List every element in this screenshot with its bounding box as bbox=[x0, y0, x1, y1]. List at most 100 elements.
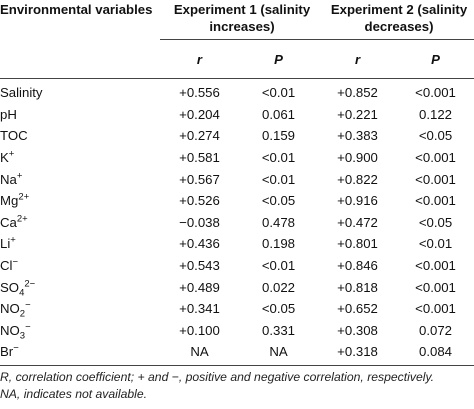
table-row: pH +0.204 0.061 +0.221 0.122 bbox=[0, 104, 474, 126]
variable-name: Br bbox=[0, 344, 14, 360]
table-row: Salinity +0.556 <0.01 +0.852 <0.001 bbox=[0, 79, 474, 104]
header-environmental-variables: Environmental variables bbox=[0, 2, 153, 17]
variable-superscript: − bbox=[13, 343, 19, 355]
table-footnote: R, correlation coefficient; + and −, pos… bbox=[0, 369, 474, 403]
header-blank-cell bbox=[0, 39, 160, 79]
variable-superscript: + bbox=[10, 235, 16, 247]
variable-name-cell: NO2− bbox=[0, 298, 160, 320]
p-value-exp2: 0.122 bbox=[419, 106, 453, 122]
variable-name-cell: Na+ bbox=[0, 168, 160, 190]
r-value-exp1: +0.100 bbox=[179, 322, 220, 338]
p-value-exp1: <0.05 bbox=[261, 193, 296, 209]
r-value-exp2: +0.383 bbox=[337, 128, 378, 144]
variable-superscript: − bbox=[12, 256, 19, 268]
p-value-exp2: <0.001 bbox=[415, 301, 456, 317]
table-row: Ca2+ −0.038 0.478 +0.472 <0.05 bbox=[0, 212, 474, 234]
p-value-exp2: 0.084 bbox=[397, 341, 474, 366]
variable-superscript: 2− bbox=[24, 278, 36, 290]
r-value-exp2: +0.852 bbox=[337, 85, 378, 101]
p-value-exp1: 0.331 bbox=[262, 322, 296, 338]
variable-name-cell: Salinity bbox=[0, 79, 160, 104]
correlation-table: Environmental variables Experiment 1 (sa… bbox=[0, 0, 474, 366]
r-value-exp2: +0.900 bbox=[337, 150, 378, 166]
variable-name: pH bbox=[0, 106, 17, 122]
variable-name: Li bbox=[0, 236, 11, 252]
header-r-exp2: r bbox=[318, 39, 398, 79]
variable-name-cell: SO42− bbox=[0, 276, 160, 298]
variable-name-cell: pH bbox=[0, 104, 160, 126]
r-value-exp1: −0.038 bbox=[179, 214, 220, 230]
r-value-exp1: +0.204 bbox=[179, 106, 220, 122]
r-value-exp1: +0.526 bbox=[179, 193, 220, 209]
header-experiment-1: Experiment 1 (salinity increases) bbox=[160, 0, 319, 40]
p-value-exp1: 0.061 bbox=[262, 106, 296, 122]
variable-name: TOC bbox=[0, 128, 28, 144]
p-value-exp2: 0.072 bbox=[419, 322, 453, 338]
header-experiment-2: Experiment 2 (salinity decreases) bbox=[318, 0, 474, 40]
p-value-exp2: <0.001 bbox=[415, 150, 456, 166]
p-value-exp1: <0.01 bbox=[261, 85, 296, 101]
variable-superscript: − bbox=[25, 321, 31, 333]
r-value-exp2: +0.846 bbox=[337, 258, 378, 274]
p-value-exp1: <0.05 bbox=[261, 301, 296, 317]
p-value-exp2: <0.001 bbox=[415, 85, 456, 101]
variable-subscript: 3 bbox=[19, 330, 26, 342]
r-value-exp1: +0.556 bbox=[179, 85, 220, 101]
variable-name-cell: Br− bbox=[0, 341, 160, 366]
r-value-exp2: +0.652 bbox=[337, 301, 378, 317]
p-value-exp2: <0.001 bbox=[415, 193, 456, 209]
p-value-exp1: 0.478 bbox=[262, 214, 296, 230]
table-row: Na+ +0.567 <0.01 +0.822 <0.001 bbox=[0, 168, 474, 190]
table-row: SO42− +0.489 0.022 +0.818 <0.001 bbox=[0, 276, 474, 298]
r-value-exp2: +0.318 bbox=[318, 341, 398, 366]
p-value-exp2: <0.001 bbox=[415, 171, 456, 187]
r-value-exp2: +0.818 bbox=[337, 279, 378, 295]
header-p-exp2: P bbox=[397, 39, 474, 79]
r-value-exp2: +0.916 bbox=[337, 193, 378, 209]
p-value-exp1: <0.01 bbox=[261, 171, 296, 187]
r-value-exp2: +0.822 bbox=[337, 171, 378, 187]
variable-name: SO bbox=[0, 279, 20, 295]
p-value-exp1: 0.159 bbox=[262, 128, 296, 144]
r-value-exp1: +0.581 bbox=[179, 150, 220, 166]
r-value-exp1: +0.436 bbox=[179, 236, 220, 252]
r-value-exp1: +0.543 bbox=[179, 258, 220, 274]
table-row: K+ +0.581 <0.01 +0.900 <0.001 bbox=[0, 147, 474, 169]
table-row: TOC +0.274 0.159 +0.383 <0.05 bbox=[0, 125, 474, 147]
p-value-exp1: <0.01 bbox=[261, 150, 296, 166]
variable-name-cell: Cl− bbox=[0, 255, 160, 277]
header-r-exp1: r bbox=[160, 39, 239, 79]
variable-superscript: 2+ bbox=[18, 191, 30, 203]
r-value-exp1: +0.274 bbox=[179, 128, 220, 144]
table-row: Li+ +0.436 0.198 +0.801 <0.01 bbox=[0, 233, 474, 255]
table-row: Mg2+ +0.526 <0.05 +0.916 <0.001 bbox=[0, 190, 474, 212]
p-value-exp1: <0.01 bbox=[261, 258, 296, 274]
p-value-exp2: <0.001 bbox=[415, 279, 456, 295]
p-value-exp2: <0.01 bbox=[418, 236, 453, 252]
table-row: Cl− +0.543 <0.01 +0.846 <0.001 bbox=[0, 255, 474, 277]
variable-name: NO bbox=[0, 322, 20, 338]
p-value-exp2: <0.05 bbox=[418, 128, 453, 144]
r-value-exp2: +0.472 bbox=[337, 214, 378, 230]
table-row: NO3− +0.100 0.331 +0.308 0.072 bbox=[0, 320, 474, 342]
variable-name-cell: NO3− bbox=[0, 320, 160, 342]
variable-name-cell: Li+ bbox=[0, 233, 160, 255]
variable-superscript: + bbox=[16, 170, 23, 182]
header-p-exp1: P bbox=[239, 39, 319, 79]
r-value-exp1: +0.489 bbox=[179, 279, 220, 295]
variable-name-cell: Ca2+ bbox=[0, 212, 160, 234]
variable-name: K bbox=[0, 150, 9, 166]
r-value-exp1: +0.341 bbox=[179, 301, 220, 317]
r-value-exp2: +0.308 bbox=[337, 322, 378, 338]
variable-name: NO bbox=[0, 301, 20, 317]
p-value-exp1: 0.022 bbox=[262, 279, 296, 295]
variable-name: Na bbox=[0, 171, 17, 187]
table-body: Salinity +0.556 <0.01 +0.852 <0.001 pH +0.204 0… bbox=[0, 79, 474, 366]
footnote-line-2: NA, indicates not available. bbox=[0, 386, 148, 401]
variable-superscript: + bbox=[8, 148, 15, 160]
p-value-exp1: NA bbox=[239, 341, 319, 366]
r-value-exp1: NA bbox=[160, 341, 239, 366]
variable-name-cell: TOC bbox=[0, 125, 160, 147]
p-value-exp1: 0.198 bbox=[262, 236, 296, 252]
variable-name: Salinity bbox=[0, 85, 43, 101]
